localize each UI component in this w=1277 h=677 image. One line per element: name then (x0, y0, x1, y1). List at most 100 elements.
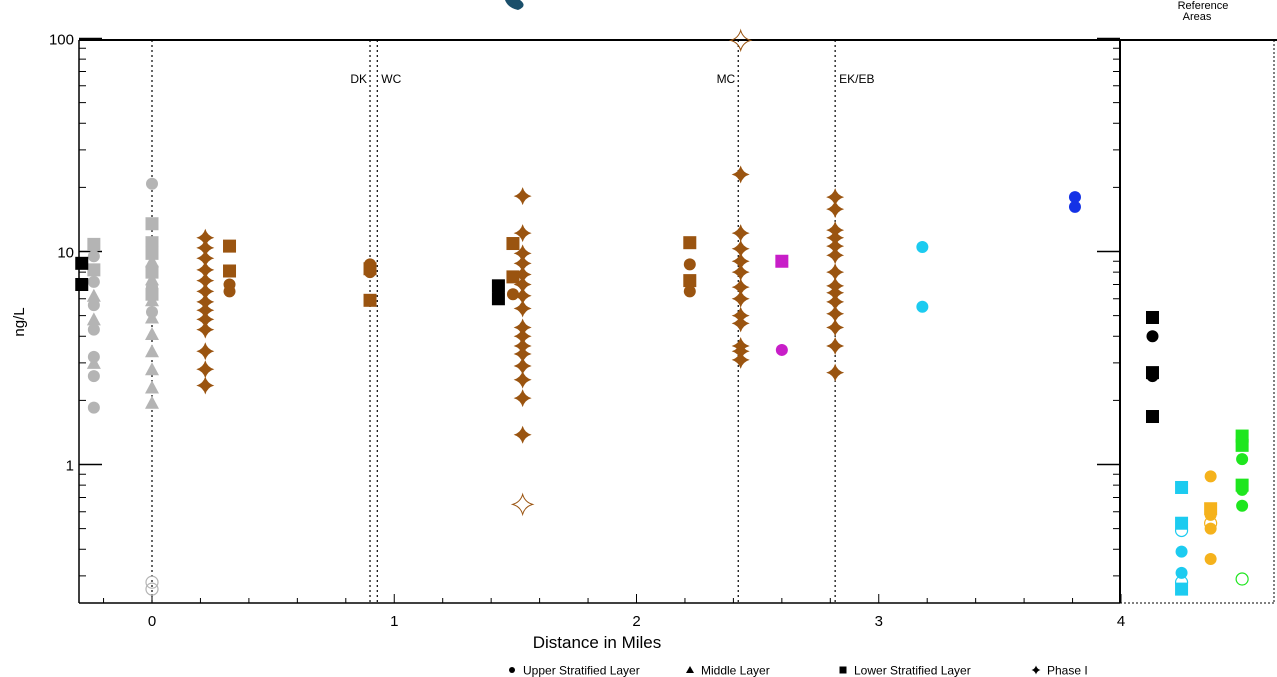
data-point (826, 200, 845, 219)
data-point (196, 310, 215, 329)
data-point (363, 293, 377, 307)
data-point (826, 188, 845, 207)
data-point (506, 270, 520, 284)
data-point (86, 288, 101, 302)
data-point (146, 177, 158, 190)
y-tick-label: 1 (66, 458, 74, 475)
data-point (145, 582, 159, 596)
legend-label: Middle Layer (701, 664, 770, 677)
data-point (1204, 516, 1218, 530)
reference-line-label: EK/EB (839, 72, 874, 86)
x-tick-label: 0 (148, 613, 156, 630)
data-point (87, 299, 100, 312)
data-point (775, 254, 789, 268)
data-point (826, 292, 845, 311)
reference-line-label: DK (350, 72, 367, 86)
data-point (86, 355, 101, 369)
data-point (513, 345, 532, 364)
data-point (1175, 582, 1189, 596)
data-point (683, 236, 697, 250)
data-point (731, 252, 750, 271)
legend-symbol-triangle (686, 666, 694, 673)
data-point (145, 310, 159, 324)
data-point (87, 401, 100, 414)
legend-symbol-circle (509, 667, 515, 673)
data-point (145, 380, 159, 394)
data-point (513, 370, 532, 389)
data-point (826, 363, 845, 382)
data-point (145, 395, 159, 409)
data-point (1175, 480, 1189, 494)
data-point (731, 165, 750, 184)
data-point (1175, 516, 1189, 530)
data-point (196, 260, 215, 279)
data-point (492, 286, 505, 299)
data-point (1174, 523, 1189, 538)
data-point (87, 323, 100, 336)
reference-panel-label: Reference (1178, 0, 1229, 12)
reference-lines: DK WC MC EK/EB (151, 40, 875, 603)
data-point (1236, 499, 1249, 512)
data-point (1204, 470, 1217, 483)
data-point (513, 265, 532, 284)
data-point (683, 274, 697, 288)
data-point (513, 299, 532, 318)
data-point (826, 318, 845, 337)
data-point (510, 492, 535, 517)
data-point (1236, 483, 1249, 496)
data-point (1235, 572, 1249, 586)
data-point (1175, 545, 1188, 558)
data-point (513, 254, 532, 273)
x-tick-label: 2 (632, 613, 640, 630)
data-point (1146, 330, 1159, 343)
data-point (196, 342, 215, 361)
data-point (1175, 566, 1188, 579)
data-point (364, 266, 377, 279)
legend: Upper Stratified Layer Middle Layer Lower … (509, 664, 1088, 677)
data-point (87, 250, 100, 263)
data-point (75, 256, 89, 270)
data-point (87, 237, 101, 251)
legend-label: Phase I (1047, 664, 1088, 677)
data-point (513, 389, 532, 408)
data-point (826, 263, 845, 282)
data-point (513, 187, 532, 206)
data-point (196, 238, 215, 257)
data-point (1204, 522, 1217, 535)
y-tick-label: 10 (57, 245, 74, 262)
data-point (87, 275, 100, 288)
data-point (145, 362, 159, 376)
data-point (196, 376, 215, 395)
data-point (513, 286, 532, 305)
data-point (196, 271, 215, 290)
x-tick-label: 4 (1117, 613, 1125, 630)
data-point (145, 575, 159, 589)
data-point (145, 246, 159, 260)
legend-symbol-star (1031, 665, 1041, 675)
data-point (196, 228, 215, 247)
data-point (145, 265, 159, 279)
data-point (506, 288, 519, 301)
data-point (916, 300, 929, 313)
data-point (196, 249, 215, 268)
data-point (731, 314, 750, 333)
data-point (1146, 370, 1159, 383)
data-point (145, 236, 159, 250)
cropped-title-glyph (505, 0, 524, 10)
y-tick-label: 100 (49, 32, 74, 49)
data-point (223, 239, 237, 253)
data-point (513, 327, 532, 346)
data-point (1068, 200, 1081, 213)
data-point (1235, 438, 1249, 452)
axis-ticks: 0 1 2 3 4 1 10 100 (49, 32, 1125, 631)
data-point (145, 272, 159, 286)
data-point (826, 283, 845, 302)
data-points (75, 28, 1249, 596)
data-point (145, 217, 159, 231)
data-point (196, 301, 215, 320)
data-point (683, 258, 696, 271)
data-point (196, 320, 215, 339)
data-point (1068, 191, 1081, 204)
legend-label: Upper Stratified Layer (523, 664, 640, 677)
